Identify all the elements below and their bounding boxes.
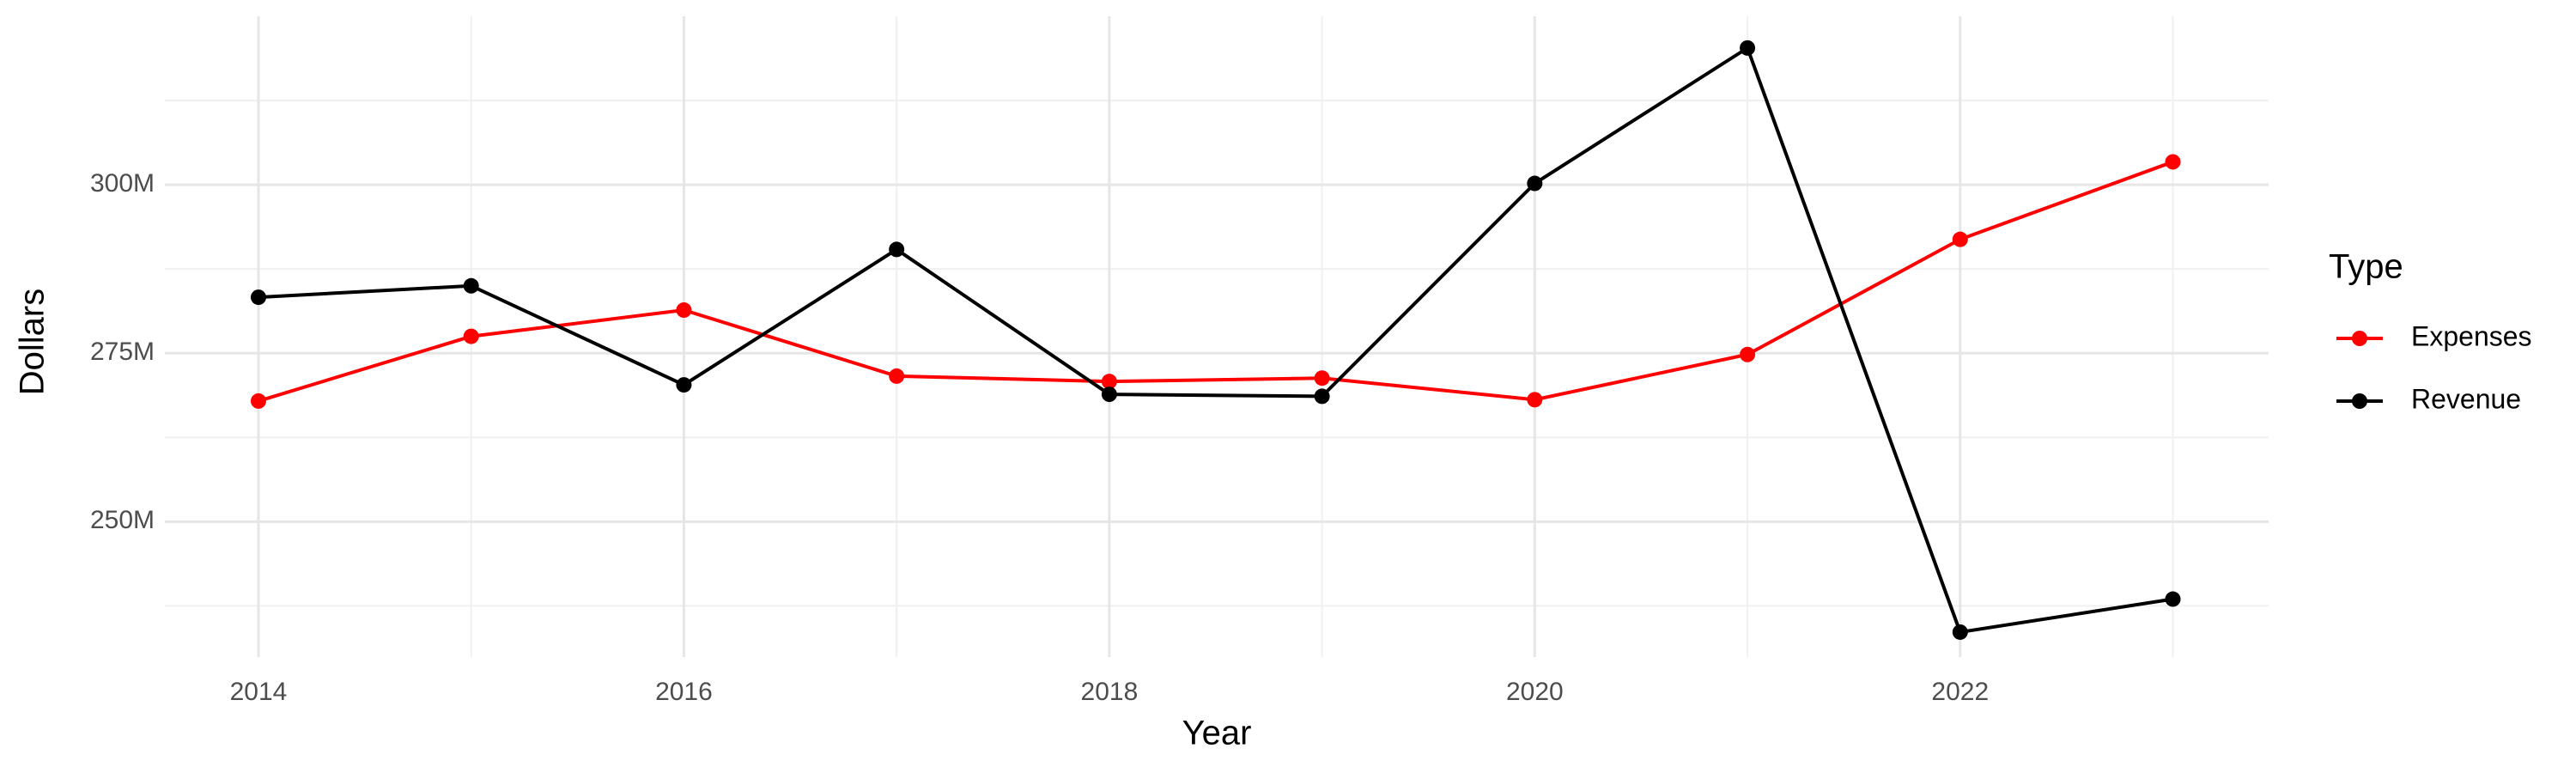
data-point <box>1740 346 1756 362</box>
data-point <box>250 289 266 306</box>
series-line <box>258 160 2174 403</box>
data-point <box>463 277 479 294</box>
y-tick-label: 300M <box>90 169 155 198</box>
legend-label: Expenses <box>2411 320 2532 351</box>
data-point <box>1314 370 1330 386</box>
x-axis-title: Year <box>1182 715 1252 752</box>
data-point <box>2165 154 2181 170</box>
x-tick-label: 2014 <box>230 678 288 706</box>
data-point <box>1740 40 1756 56</box>
data-point <box>1527 392 1543 408</box>
data-point <box>1101 374 1117 390</box>
y-axis-title: Dollars <box>14 289 52 395</box>
data-point <box>1101 386 1117 403</box>
x-tick-label: 2018 <box>1081 678 1139 706</box>
data-point <box>889 368 905 384</box>
series-line <box>258 45 2173 635</box>
x-tick-label: 2022 <box>1931 678 1989 706</box>
y-tick-label: 250M <box>90 506 155 534</box>
legend-marker <box>2352 393 2367 409</box>
data-point <box>676 377 692 393</box>
legend-label: Revenue <box>2411 383 2521 414</box>
data-point <box>463 328 479 344</box>
data-point <box>1952 231 1968 247</box>
data-point <box>1314 388 1330 405</box>
data-point <box>889 241 905 258</box>
data-point <box>676 302 692 319</box>
y-tick-label: 275M <box>90 338 155 366</box>
x-tick-label: 2020 <box>1506 678 1564 706</box>
legend-marker <box>2352 331 2367 346</box>
data-point <box>2165 591 2181 607</box>
data-point <box>1952 624 1968 640</box>
data-point <box>250 393 266 409</box>
data-point <box>1527 175 1543 192</box>
x-tick-label: 2016 <box>655 678 713 706</box>
legend-title: Type <box>2329 248 2403 286</box>
